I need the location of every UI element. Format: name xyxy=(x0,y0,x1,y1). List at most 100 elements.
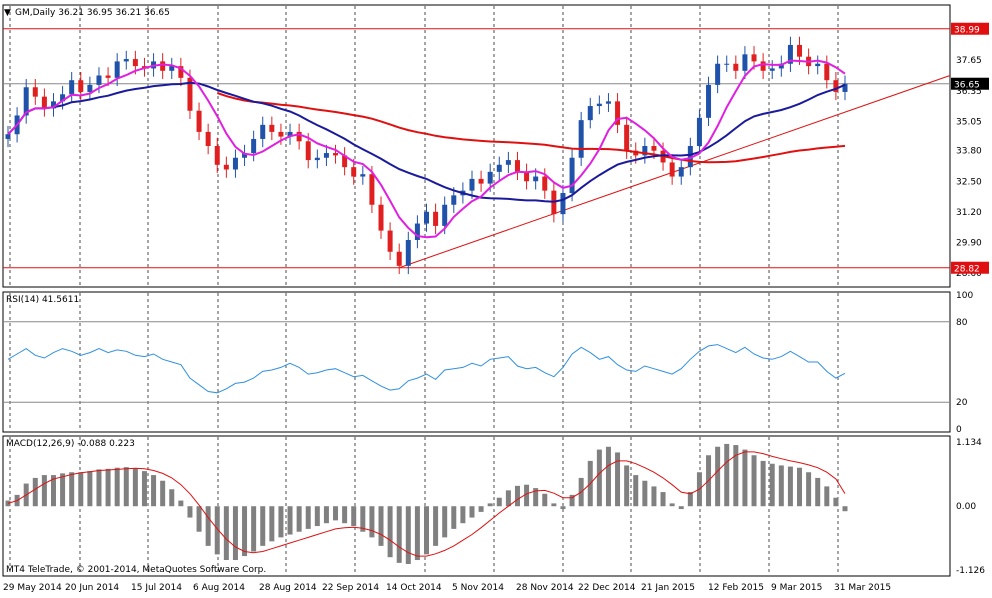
macd-bar xyxy=(342,506,348,524)
candle-body xyxy=(414,223,420,240)
candle-body xyxy=(205,131,211,146)
x-tick-label: 9 Mar 2015 xyxy=(771,583,822,593)
candle-body xyxy=(751,54,757,62)
macd-bar xyxy=(105,468,111,507)
macd-bar xyxy=(797,467,803,507)
candle-body xyxy=(160,61,166,71)
macd-bar xyxy=(223,506,229,561)
candle-body xyxy=(287,131,293,137)
x-tick-label: 31 Mar 2015 xyxy=(834,583,891,593)
macd-bar xyxy=(405,506,411,564)
macd-bar xyxy=(596,449,602,507)
chart-credit: MT4 TeleTrade, © 2001-2014, MetaQuotes S… xyxy=(6,565,266,575)
macd-bar xyxy=(287,506,293,535)
price-y-tick: 32.50 xyxy=(956,177,982,187)
macd-y-tick: 1.134 xyxy=(956,438,982,448)
macd-bar xyxy=(742,449,748,507)
macd-bar xyxy=(187,506,193,518)
x-tick-label: 15 Jul 2014 xyxy=(131,583,182,593)
macd-bar xyxy=(769,463,775,507)
candle-body xyxy=(369,174,375,205)
macd-bar xyxy=(496,497,502,507)
candle-body xyxy=(651,146,657,151)
macd-bar xyxy=(778,465,784,507)
macd-bar xyxy=(678,506,684,510)
candle-body xyxy=(451,195,457,205)
macd-signal-line xyxy=(7,451,846,557)
macd-bar xyxy=(50,475,56,507)
macd-bar xyxy=(141,471,147,507)
x-tick-label: 29 May 2014 xyxy=(3,583,62,593)
macd-bar xyxy=(460,506,466,524)
price-y-tick: 33.80 xyxy=(956,147,982,157)
macd-bar xyxy=(278,506,284,538)
candle-body xyxy=(769,68,775,71)
candle-body xyxy=(787,44,793,64)
candle-body xyxy=(314,157,320,161)
price-y-tick: 29.90 xyxy=(956,238,982,248)
candle-body xyxy=(706,84,712,118)
macd-bar xyxy=(605,446,611,507)
candle-body xyxy=(642,146,648,156)
macd-bar xyxy=(642,480,648,507)
macd-bar xyxy=(569,494,575,507)
candle-body xyxy=(78,80,84,92)
macd-bar xyxy=(651,486,657,507)
panel-frame-2 xyxy=(2,291,951,433)
candle-body xyxy=(423,211,430,224)
panel-frame-1 xyxy=(2,4,951,288)
candle-body xyxy=(815,63,821,67)
macd-bar xyxy=(514,485,520,507)
macd-bar xyxy=(824,486,830,507)
candle-body xyxy=(333,153,339,156)
candle-body xyxy=(378,204,384,231)
candle-body xyxy=(41,96,47,109)
candle-body xyxy=(405,240,411,266)
rsi-y-tick: 20 xyxy=(956,398,968,408)
x-tick-label: 28 Nov 2014 xyxy=(516,583,574,593)
candle-body xyxy=(596,103,602,107)
candle-body xyxy=(114,61,120,78)
x-tick-label: 21 Jan 2015 xyxy=(641,583,695,593)
macd-bar xyxy=(69,472,75,507)
macd-bar xyxy=(624,465,630,507)
macd-bar xyxy=(396,506,402,563)
macd-bar xyxy=(442,506,448,538)
candle-body xyxy=(32,87,38,97)
macd-bar xyxy=(169,489,175,507)
macd-bar xyxy=(615,452,621,507)
macd-bar xyxy=(333,506,339,521)
candle-body xyxy=(387,230,393,252)
macd-bar xyxy=(660,492,666,507)
macd-bar xyxy=(123,467,129,507)
candle-body xyxy=(615,101,621,125)
macd-bar xyxy=(524,484,530,507)
x-tick-label: 14 Oct 2014 xyxy=(386,583,442,593)
ma-slow-line xyxy=(216,92,846,164)
macd-bar xyxy=(214,506,220,555)
macd-label: MACD(12,26,9) -0.088 0.223 xyxy=(6,439,135,449)
candle-body xyxy=(478,178,484,184)
macd-bar xyxy=(715,446,721,507)
macd-bar xyxy=(806,472,812,507)
macd-bar xyxy=(32,477,38,507)
candle-body xyxy=(342,155,348,168)
candle-body xyxy=(514,160,520,172)
candle-body xyxy=(251,138,257,154)
current-price-label: 36.65 xyxy=(954,81,980,91)
candle-body xyxy=(687,146,693,168)
macd-bar xyxy=(751,455,757,507)
price-y-tick: 37.65 xyxy=(956,56,982,66)
macd-bar xyxy=(387,506,393,558)
candle-body xyxy=(5,134,11,139)
price-y-tick: 31.20 xyxy=(956,208,982,218)
candle-body xyxy=(696,117,702,146)
candle-body xyxy=(187,77,193,111)
candle-body xyxy=(824,63,830,81)
candle-body xyxy=(232,157,238,170)
candle-body xyxy=(715,63,721,85)
candle-body xyxy=(360,174,366,177)
candle-body xyxy=(87,84,93,92)
candle-body xyxy=(842,83,848,92)
